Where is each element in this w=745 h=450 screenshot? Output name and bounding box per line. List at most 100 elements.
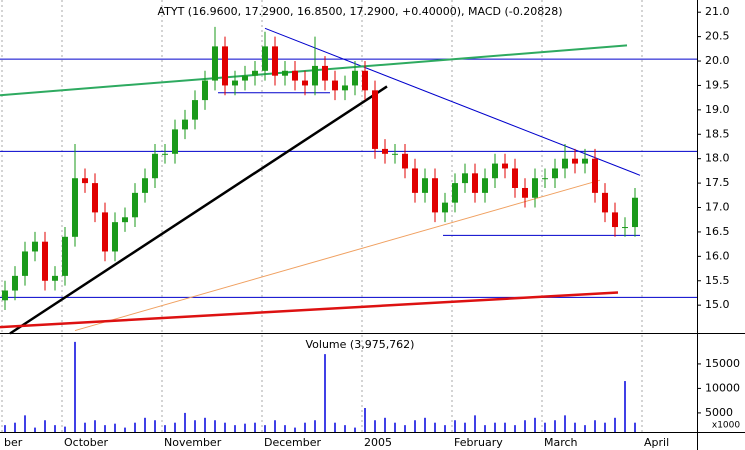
volume-bar [424, 417, 426, 432]
volume-bar [394, 422, 396, 432]
candle-body [152, 153, 158, 179]
volume-bar [244, 423, 246, 432]
volume-bar [594, 420, 596, 432]
volume-bar [224, 422, 226, 432]
volume-bar [314, 420, 316, 432]
volume-bar [614, 417, 616, 432]
volume-title: Volume (3,975,762) [306, 338, 415, 351]
y-tick-label: 21.0 [705, 5, 730, 18]
y-tick-label: 18.0 [705, 152, 730, 165]
candle-body [562, 158, 568, 169]
candle-body [262, 46, 268, 71]
candle-body [112, 222, 118, 252]
trend-line [74, 179, 601, 332]
volume-bar [524, 420, 526, 432]
volume-bar [284, 425, 286, 432]
candle-body [222, 46, 228, 86]
candle-body [72, 178, 78, 237]
candle-body [532, 178, 538, 198]
volume-bar [64, 426, 66, 432]
candle-body [92, 183, 98, 213]
candle-body [312, 65, 318, 86]
volume-bar [634, 422, 636, 432]
candle-body [2, 290, 8, 301]
volume-bar [624, 381, 626, 432]
volume-bar [414, 420, 416, 432]
candle-body [102, 212, 108, 252]
volume-bar [264, 425, 266, 432]
candle-body [552, 168, 558, 179]
y-tick-label: 19.0 [705, 103, 730, 116]
volume-bar [214, 420, 216, 432]
volume-bar [104, 425, 106, 432]
candle-body [382, 148, 388, 154]
chart-title: ATYT (16.9600, 17.2900, 16.8500, 17.2900… [157, 5, 562, 18]
volume-bar [324, 354, 326, 432]
volume-bar [124, 427, 126, 432]
candle-body [542, 178, 548, 180]
candle-body [592, 158, 598, 193]
candle-body [342, 85, 348, 91]
volume-bar [254, 422, 256, 432]
volume-bar [574, 422, 576, 432]
volume-bar [74, 341, 76, 432]
volume-bar [154, 420, 156, 432]
candle-body [122, 217, 128, 223]
candle-body [212, 46, 218, 81]
candle-body [472, 173, 478, 193]
volume-bar [374, 420, 376, 432]
candle-body [442, 202, 448, 213]
candle-body [462, 173, 468, 184]
x-tick-label: February [454, 436, 503, 449]
volume-bar [304, 422, 306, 432]
candle-body [172, 129, 178, 154]
y-tick-label: 16.0 [705, 249, 730, 262]
volume-bar [344, 425, 346, 432]
candle-body [192, 100, 198, 120]
volume-bar [334, 422, 336, 432]
candle-body [252, 70, 258, 76]
candle-body [52, 275, 58, 281]
x-tick-label: November [164, 436, 222, 449]
y-tick-label: 5000 [705, 406, 733, 419]
candle-body [282, 70, 288, 76]
volume-bar [194, 420, 196, 432]
y-tick-label: 20.5 [705, 30, 730, 43]
volume-bar [544, 422, 546, 432]
trend-line [9, 85, 388, 335]
candle-body [232, 80, 238, 86]
candle-body [422, 178, 428, 193]
candle-body [352, 70, 358, 86]
volume-bar [184, 412, 186, 432]
x-tick-label: 2005 [364, 436, 392, 449]
volume-bar [444, 425, 446, 432]
x-tick-label: December [264, 436, 322, 449]
candle-body [272, 46, 278, 76]
volume-bar [204, 417, 206, 432]
y-tick-label: 15.0 [705, 298, 730, 311]
volume-bar [94, 420, 96, 432]
candle-body [62, 236, 68, 276]
candle-body [162, 153, 168, 155]
volume-bar [434, 422, 436, 432]
candle-body [322, 65, 328, 81]
volume-bar [34, 427, 36, 432]
candle-body [372, 90, 378, 149]
volume-bar [144, 417, 146, 432]
volume-bar [364, 408, 366, 432]
candle-body [362, 70, 368, 91]
candle-body [292, 70, 298, 81]
volume-bar [604, 422, 606, 432]
volume-bar [234, 425, 236, 432]
volume-bar [294, 427, 296, 432]
candle-body [622, 227, 628, 229]
volume-bar [464, 422, 466, 432]
y-tick-label: 16.5 [705, 225, 730, 238]
volume-bar [24, 415, 26, 432]
volume-bar [114, 423, 116, 432]
candle-body [612, 212, 618, 228]
y-tick-label: 17.0 [705, 201, 730, 214]
trend-line [264, 27, 641, 176]
y-tick-label: 15000 [705, 357, 740, 370]
